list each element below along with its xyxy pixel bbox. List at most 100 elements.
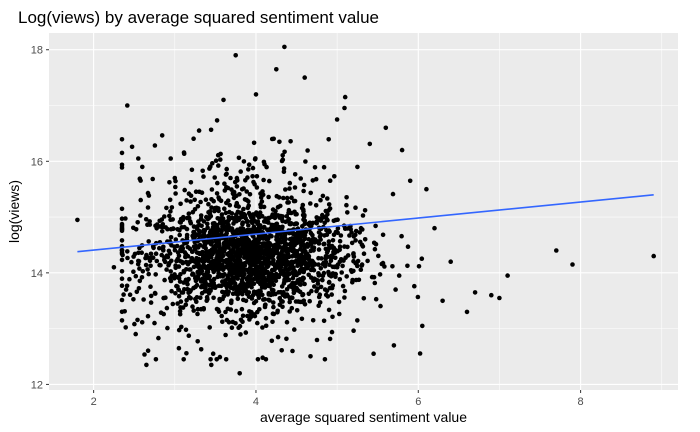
data-point — [148, 293, 154, 299]
data-point — [136, 250, 141, 256]
data-point — [136, 156, 141, 161]
data-point — [314, 221, 320, 226]
data-point — [225, 292, 230, 297]
data-point — [253, 273, 259, 279]
data-point — [143, 262, 149, 268]
data-point — [310, 318, 316, 323]
data-point — [225, 306, 231, 312]
data-point — [390, 191, 396, 197]
data-point — [271, 311, 277, 317]
data-point — [236, 155, 242, 161]
data-point — [168, 269, 173, 274]
data-point — [316, 230, 322, 235]
data-point — [207, 325, 212, 330]
data-point — [327, 206, 333, 211]
data-point — [288, 221, 294, 226]
data-point — [188, 180, 194, 185]
data-point — [150, 255, 156, 260]
data-point — [267, 298, 272, 303]
data-point — [181, 151, 187, 156]
data-point — [226, 214, 232, 220]
data-point — [273, 250, 278, 256]
data-point — [290, 348, 295, 354]
data-point — [353, 232, 358, 238]
data-point — [146, 271, 151, 277]
data-point — [362, 237, 368, 242]
data-point — [210, 221, 216, 226]
data-point — [287, 309, 293, 314]
data-point — [263, 241, 269, 246]
data-point — [274, 246, 280, 251]
data-point — [308, 201, 313, 206]
data-point — [270, 319, 275, 325]
data-point — [178, 299, 184, 304]
data-point — [248, 282, 253, 287]
data-point — [284, 336, 289, 342]
data-point — [266, 274, 271, 280]
data-point — [178, 201, 183, 207]
data-point — [187, 295, 193, 301]
data-point — [198, 347, 204, 352]
data-point — [278, 231, 284, 237]
data-point — [139, 250, 144, 255]
data-point — [258, 202, 263, 207]
data-point — [189, 249, 195, 254]
data-point — [373, 296, 379, 302]
data-point — [262, 280, 267, 285]
data-point — [267, 278, 272, 284]
data-point — [168, 235, 174, 240]
data-point — [154, 258, 160, 264]
data-point — [338, 233, 344, 238]
data-point — [208, 261, 214, 266]
data-point — [245, 205, 251, 211]
data-point — [254, 185, 260, 190]
data-point — [303, 266, 309, 271]
data-point — [308, 230, 314, 236]
data-point — [212, 208, 217, 214]
data-point — [266, 244, 272, 249]
data-point — [307, 298, 313, 304]
data-point — [169, 288, 174, 294]
data-point — [246, 223, 251, 228]
data-point — [150, 176, 155, 182]
data-point — [182, 187, 187, 193]
data-point — [303, 159, 308, 164]
data-point — [167, 180, 172, 185]
data-point — [274, 265, 280, 270]
data-point — [165, 226, 170, 232]
data-point — [231, 244, 237, 249]
data-point — [344, 274, 350, 279]
data-point — [360, 213, 366, 218]
data-point — [263, 323, 269, 329]
data-point — [270, 207, 276, 212]
data-point — [310, 178, 316, 183]
data-point — [284, 214, 290, 219]
data-point — [246, 294, 252, 300]
data-point — [209, 362, 214, 368]
data-point — [193, 232, 198, 238]
data-point — [295, 230, 301, 236]
data-point — [412, 283, 417, 289]
data-point — [183, 260, 189, 265]
data-point — [349, 230, 354, 235]
data-point — [199, 190, 205, 195]
data-point — [243, 288, 249, 294]
data-point — [223, 309, 228, 315]
data-point — [320, 193, 326, 199]
data-point — [162, 214, 167, 219]
data-point — [344, 202, 349, 208]
data-point — [135, 261, 141, 267]
data-point — [304, 253, 309, 258]
data-point — [205, 225, 210, 231]
data-point — [254, 320, 260, 326]
data-point — [204, 269, 210, 275]
y-tick-label: 18 — [31, 45, 43, 57]
data-point — [238, 317, 244, 323]
data-point — [202, 289, 208, 294]
data-point — [218, 265, 224, 271]
data-point — [201, 262, 206, 268]
data-point — [217, 354, 223, 360]
data-point — [219, 283, 224, 289]
data-point — [157, 262, 162, 268]
data-point — [111, 265, 117, 270]
